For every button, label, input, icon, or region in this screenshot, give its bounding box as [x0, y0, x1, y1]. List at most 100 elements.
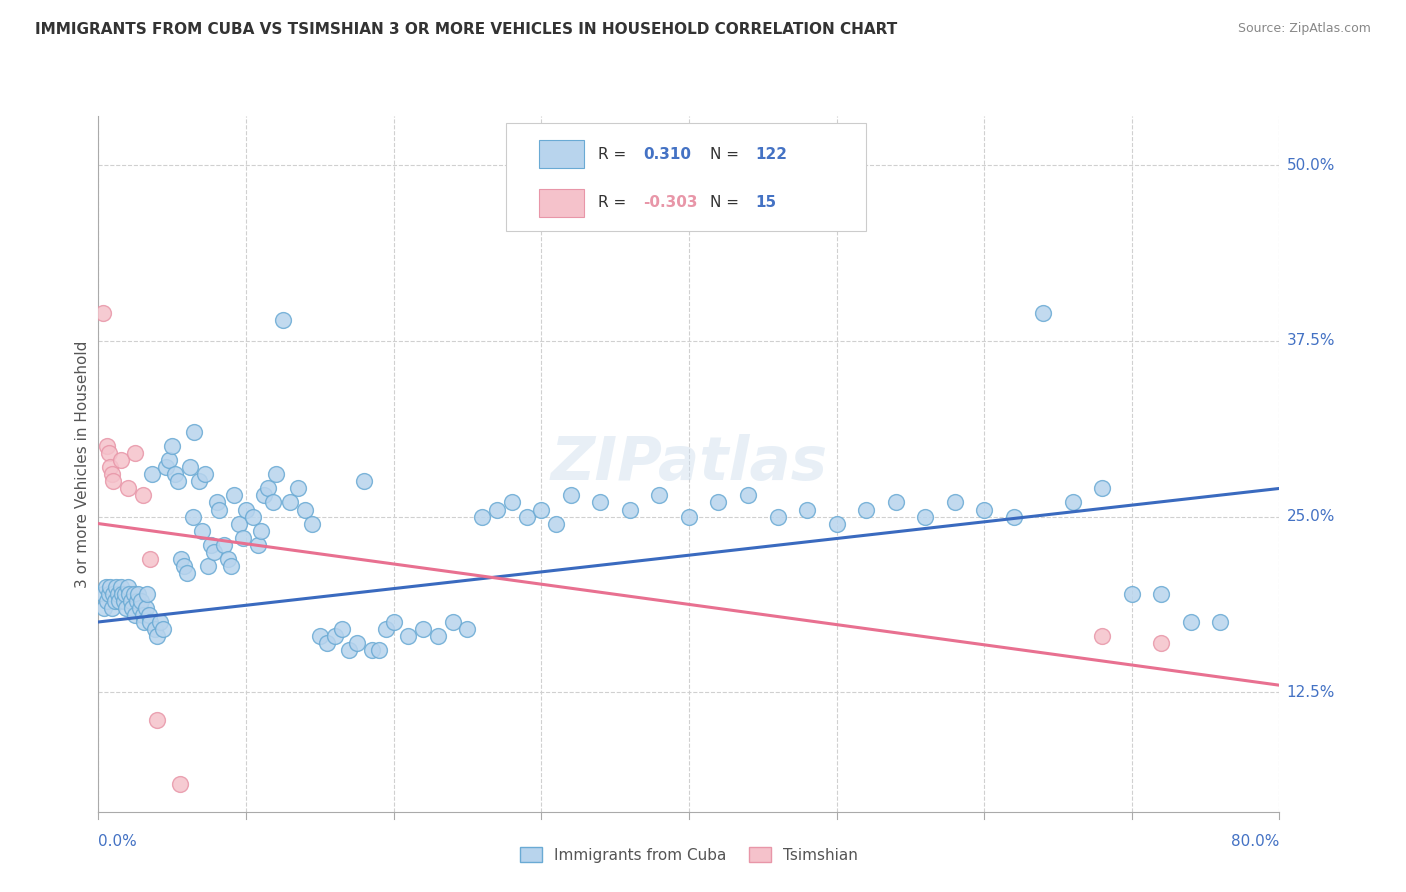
Point — [162, 439, 183, 453]
Point — [253, 488, 276, 502]
Point — [100, 467, 122, 482]
Point — [200, 538, 222, 552]
Text: 122: 122 — [755, 146, 787, 161]
Point — [766, 509, 789, 524]
Point — [103, 475, 125, 489]
Point — [97, 587, 120, 601]
Point — [122, 587, 145, 601]
Point — [427, 629, 450, 643]
Point — [125, 594, 148, 608]
Point — [648, 488, 671, 502]
Point — [471, 509, 494, 524]
Point — [112, 594, 135, 608]
Point — [134, 615, 156, 629]
Point — [1062, 495, 1084, 509]
FancyBboxPatch shape — [506, 123, 866, 231]
Point — [456, 622, 478, 636]
Point — [187, 475, 209, 489]
Text: 80.0%: 80.0% — [1232, 834, 1279, 849]
Text: 12.5%: 12.5% — [1286, 685, 1334, 699]
Point — [330, 622, 353, 636]
Point — [501, 495, 523, 509]
Point — [91, 587, 114, 601]
Point — [121, 601, 143, 615]
Point — [228, 516, 250, 531]
Point — [619, 502, 641, 516]
FancyBboxPatch shape — [538, 189, 583, 217]
Point — [194, 467, 217, 482]
Point — [560, 488, 582, 502]
Point — [375, 622, 398, 636]
Point — [100, 601, 122, 615]
Point — [169, 776, 191, 790]
Point — [146, 629, 169, 643]
Point — [105, 580, 128, 594]
Point — [219, 558, 242, 573]
Point — [441, 615, 464, 629]
Point — [139, 551, 162, 566]
Point — [301, 516, 323, 531]
Point — [191, 524, 214, 538]
Point — [1150, 587, 1173, 601]
Text: 0.310: 0.310 — [643, 146, 690, 161]
Point — [278, 495, 302, 509]
Point — [943, 495, 966, 509]
Text: Source: ZipAtlas.com: Source: ZipAtlas.com — [1237, 22, 1371, 36]
Point — [110, 580, 132, 594]
Text: ZIPatlas: ZIPatlas — [550, 434, 828, 493]
Point — [250, 524, 273, 538]
Point — [208, 502, 231, 516]
Point — [165, 467, 187, 482]
Point — [96, 439, 118, 453]
Point — [271, 312, 294, 326]
Point — [146, 714, 169, 728]
Point — [141, 467, 163, 482]
Legend: Immigrants from Cuba, Tsimshian: Immigrants from Cuba, Tsimshian — [513, 838, 865, 871]
Point — [262, 495, 284, 509]
Point — [167, 475, 190, 489]
Point — [110, 453, 132, 467]
Point — [117, 482, 139, 496]
Point — [346, 636, 368, 650]
Point — [124, 446, 146, 460]
Point — [1091, 629, 1114, 643]
Point — [530, 502, 553, 516]
Point — [202, 544, 225, 558]
Point — [108, 594, 131, 608]
Point — [825, 516, 848, 531]
Point — [91, 306, 114, 320]
Point — [973, 502, 995, 516]
Point — [157, 453, 180, 467]
Point — [678, 509, 700, 524]
Point — [152, 622, 174, 636]
Text: 25.0%: 25.0% — [1286, 509, 1334, 524]
Point — [129, 594, 152, 608]
Text: 50.0%: 50.0% — [1286, 158, 1334, 173]
Point — [737, 488, 759, 502]
Point — [412, 622, 434, 636]
Point — [1150, 636, 1173, 650]
Point — [589, 495, 612, 509]
Point — [396, 629, 419, 643]
Point — [360, 643, 382, 657]
Point — [94, 580, 117, 594]
Point — [132, 607, 155, 622]
Point — [120, 594, 142, 608]
Point — [1032, 306, 1054, 320]
Point — [97, 446, 120, 460]
Text: 15: 15 — [755, 195, 776, 211]
Point — [242, 509, 264, 524]
Point — [1209, 615, 1232, 629]
Point — [212, 538, 235, 552]
Point — [353, 475, 375, 489]
Point — [155, 460, 177, 475]
Point — [111, 587, 134, 601]
Point — [224, 488, 246, 502]
Point — [170, 551, 193, 566]
Point — [232, 531, 254, 545]
Point — [235, 502, 257, 516]
Point — [1180, 615, 1202, 629]
FancyBboxPatch shape — [538, 140, 583, 169]
Text: -0.303: -0.303 — [643, 195, 697, 211]
Y-axis label: 3 or more Vehicles in Household: 3 or more Vehicles in Household — [75, 340, 90, 588]
